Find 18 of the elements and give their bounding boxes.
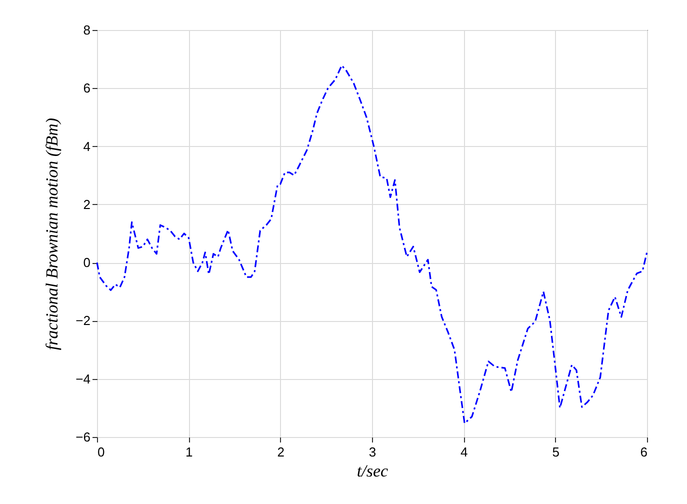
y-tick-label: 8 [83,22,90,38]
y-tick-label: −2 [76,313,90,328]
x-tick-label: 3 [368,444,376,460]
x-tick-label: 0 [98,444,105,460]
y-axis-title: fractional Brownian motion (fBm) [42,118,62,350]
x-tick-label: 5 [552,444,560,460]
x-tick-label: 6 [640,444,648,460]
x-tick-label: 1 [186,444,193,460]
y-tick-label: 6 [83,80,90,96]
y-tick-label: −6 [76,430,90,444]
y-tick-label: 4 [83,138,90,154]
x-tick-label: 2 [277,444,284,460]
y-tick-label: 2 [83,196,90,212]
line-series [96,64,648,424]
x-tick-label: 4 [460,444,468,460]
y-tick-label: 0 [83,255,90,270]
x-axis-title: t/sec [356,462,389,480]
y-tick-label: −4 [76,371,90,386]
